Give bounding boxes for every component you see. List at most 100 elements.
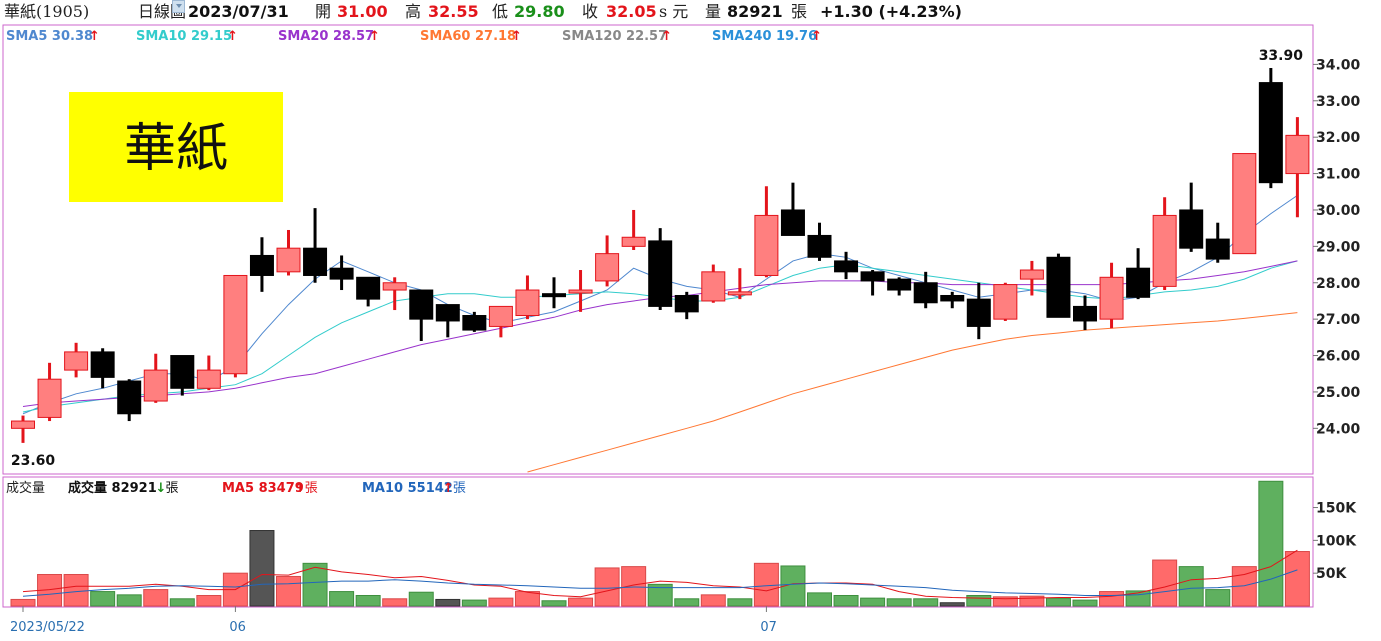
candle-body (329, 267, 354, 280)
volume-bar (621, 566, 647, 607)
volume-bar (276, 575, 301, 607)
candle (409, 289, 434, 341)
candle (568, 270, 593, 312)
volume-legend-成交量: 成交量 82921 (68, 480, 157, 496)
candle (1205, 222, 1230, 263)
volume-bar (249, 530, 275, 607)
candle (1126, 248, 1151, 300)
candle (1285, 117, 1310, 218)
candle-body (488, 305, 513, 327)
chevron-down-icon[interactable] (172, 0, 185, 13)
y-tick-label: 24.00 (1316, 421, 1361, 437)
watermark-text: 華紙 (124, 119, 228, 179)
volume-bar (382, 598, 408, 607)
candle-body (1258, 82, 1283, 184)
candle-body (1099, 276, 1124, 320)
candle (462, 311, 487, 332)
candle (807, 222, 832, 261)
volume-tick-label: 150K (1316, 501, 1357, 517)
candle-body (382, 282, 407, 291)
ma-line-sma60 (527, 312, 1298, 473)
volume-unit: 張 (453, 481, 466, 496)
arrow-up-icon: ↑ (661, 29, 672, 44)
candle-body (807, 234, 832, 258)
price-axis: 34.00 33.00 32.00 31.00 30.00 29.00 28.00 27.00… (1313, 57, 1361, 437)
y-tick-label: 29.00 (1316, 239, 1361, 255)
volume-bar (913, 598, 939, 607)
volume-unit: 張 (166, 481, 179, 496)
volume-bar (435, 598, 461, 607)
candle (780, 182, 805, 236)
y-tick-label: 31.00 (1316, 167, 1361, 183)
candle-body (1019, 269, 1044, 280)
candle (515, 275, 540, 320)
volume-ma-lines (22, 549, 1298, 600)
volume-bar (329, 591, 355, 607)
arrow-up-icon: ↑ (295, 481, 306, 496)
volume-bar (143, 589, 169, 607)
candle-body (462, 315, 487, 331)
y-tick-label: 25.00 (1316, 385, 1361, 401)
candle-body (966, 298, 991, 327)
candle-body (913, 282, 938, 304)
open-label: 開 (315, 2, 332, 21)
candle-body (674, 294, 699, 313)
candle (542, 277, 566, 309)
volume-bar (116, 594, 142, 607)
low-label: 低 (492, 2, 509, 21)
candle-body (1126, 267, 1151, 298)
volume-bar (1019, 595, 1045, 607)
candle (595, 235, 620, 287)
candle-body (356, 276, 381, 300)
candle (329, 255, 354, 291)
candle-body (90, 351, 115, 378)
volume-tick-label: 50K (1316, 566, 1347, 582)
volume-bar (90, 591, 116, 607)
high-label: 高 (405, 2, 422, 21)
candle (382, 277, 407, 311)
candle (249, 237, 274, 292)
candle (196, 355, 221, 391)
candle-body (276, 247, 301, 273)
volume-label: 量 (705, 2, 722, 21)
volume-bar (807, 592, 832, 607)
candle (966, 282, 991, 340)
volume-bar (1178, 566, 1204, 607)
candle (1232, 153, 1257, 255)
sma-legend-sma120: SMA120 22.57 (562, 29, 667, 44)
candle-body (249, 254, 274, 276)
candle (1258, 68, 1283, 189)
candle-body (435, 304, 460, 322)
candle (727, 268, 752, 300)
volume-bar (1205, 589, 1231, 607)
volume-value: 82921 (727, 2, 783, 21)
candle (90, 348, 115, 389)
arrow-down-icon: ↓ (156, 481, 167, 496)
volume-bar (10, 598, 36, 607)
candle (1152, 197, 1177, 291)
candle-body (515, 289, 540, 317)
candle (1179, 182, 1204, 252)
candle-body (303, 247, 328, 276)
volume-legend: 成交量 成交量 82921↓ 張 MA5 83479↑ 張 MA10 55142↑ 張 (6, 480, 466, 496)
volume-bar (568, 597, 594, 607)
candle (1019, 260, 1044, 296)
volume-bar (753, 562, 779, 607)
volume-ma10-line (22, 569, 1298, 597)
volume-tick-label: 100K (1316, 533, 1357, 549)
candle (276, 229, 301, 276)
volume-unit: 張 (305, 481, 318, 496)
candle-body (1285, 134, 1310, 175)
volume-bar (196, 594, 222, 607)
candle-body (648, 240, 673, 307)
volume-bar (1258, 480, 1284, 607)
volume-bar (966, 594, 992, 607)
candle-body (1073, 305, 1097, 322)
high-value: 32.55 (428, 2, 479, 21)
sma-legend-sma60: SMA60 27.18 (420, 29, 516, 44)
candle (356, 276, 381, 307)
candle-body (1232, 153, 1257, 255)
volume-bar (647, 583, 673, 607)
y-tick-label: 33.00 (1316, 94, 1361, 110)
